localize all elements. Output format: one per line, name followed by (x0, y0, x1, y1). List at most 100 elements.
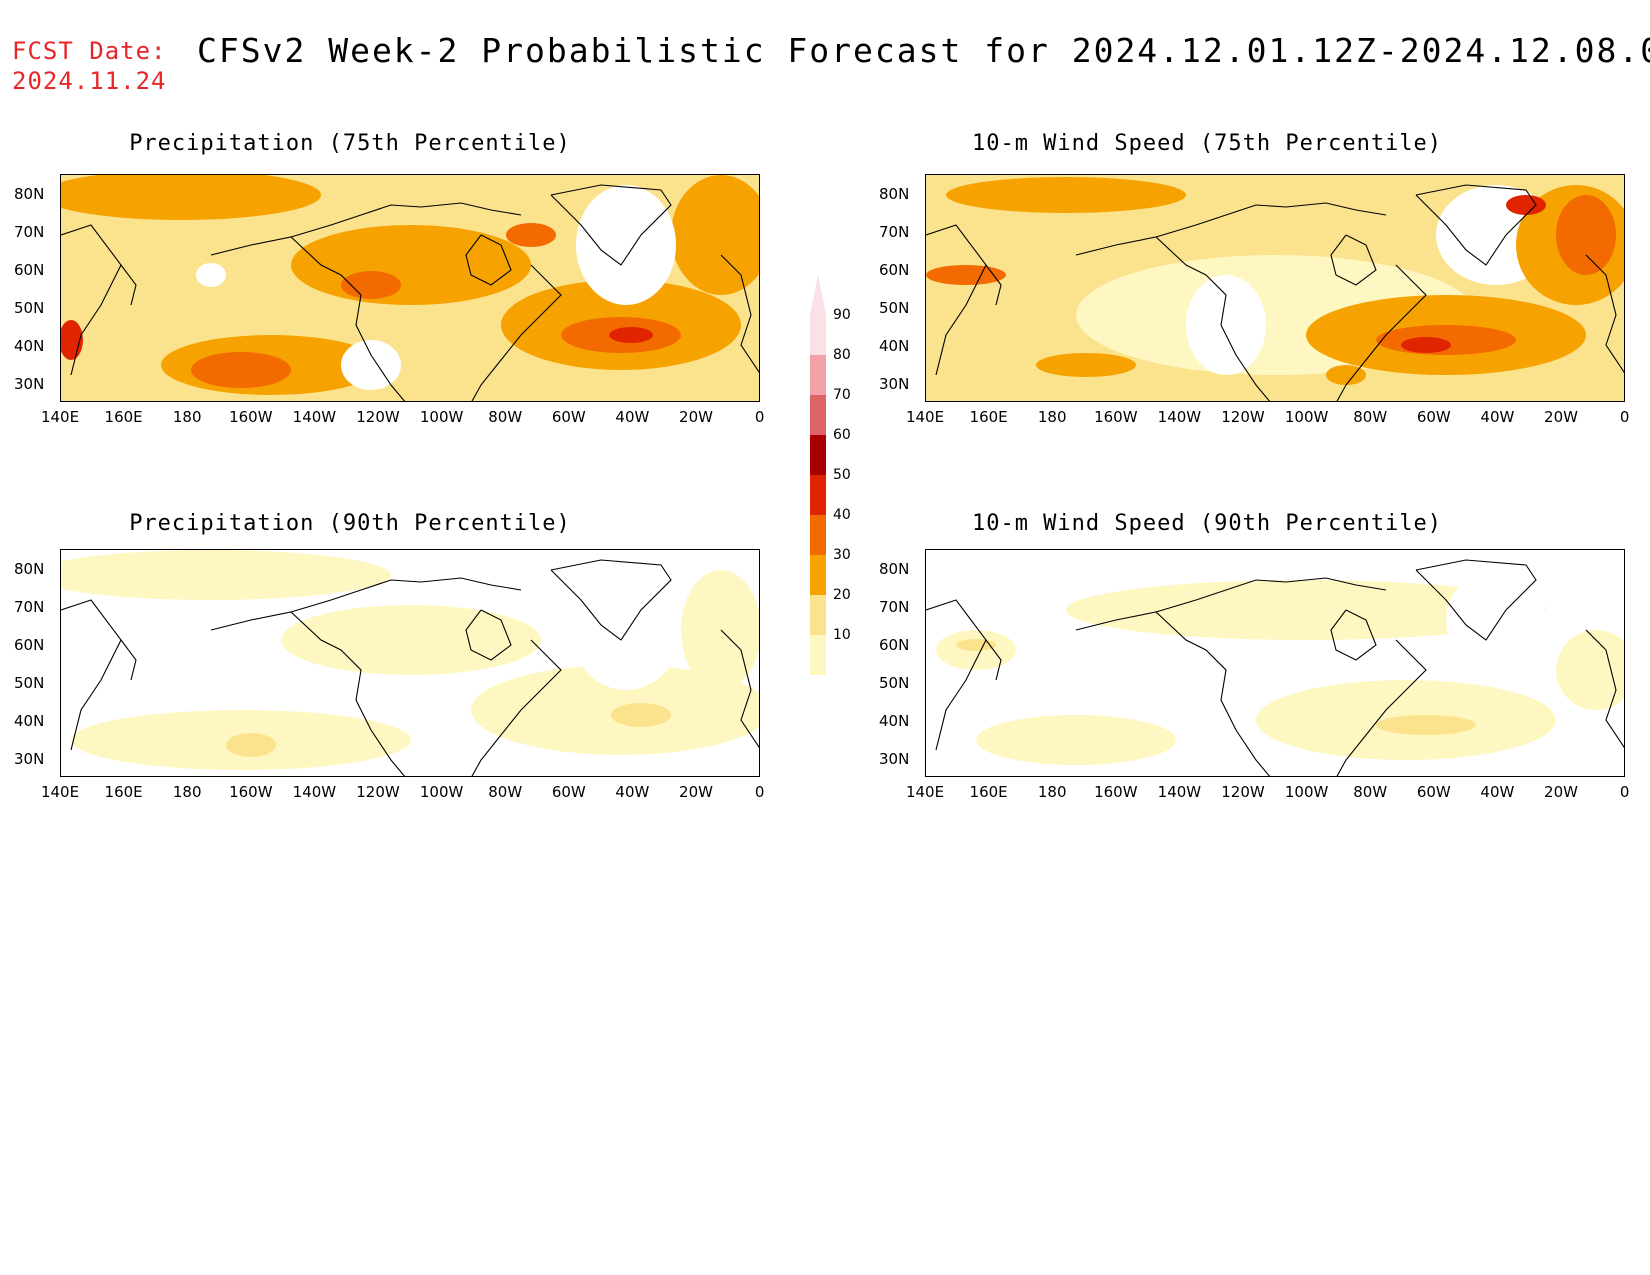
coastline (1585, 629, 1624, 748)
probability-area (61, 175, 321, 220)
probability-area (681, 570, 759, 690)
colorbar-swatch (810, 635, 826, 675)
probability-area (1556, 630, 1624, 710)
lat-tick-label: 30N (879, 750, 910, 768)
lon-tick-label: 60W (1416, 783, 1451, 801)
probability-area (1401, 337, 1451, 353)
lon-tick-label: 60W (551, 408, 586, 426)
lat-tick-label: 80N (879, 560, 910, 578)
lat-tick-label: 70N (879, 223, 910, 241)
probability-area (956, 639, 996, 651)
probability-area (671, 175, 759, 295)
probability-area (1506, 195, 1546, 215)
panel-title-wind-90: 10-m Wind Speed (90th Percentile) (971, 511, 1443, 536)
lat-tick-label: 70N (879, 598, 910, 616)
lat-tick-label: 40N (14, 712, 45, 730)
lon-tick-label: 160E (104, 783, 143, 801)
coastline (290, 577, 522, 613)
forecast-date-label: FCST Date: (12, 37, 167, 65)
coastline (1585, 254, 1624, 373)
lon-tick-label: 160E (969, 783, 1008, 801)
colorbar-swatch (810, 435, 826, 475)
lon-tick-label: 20W (679, 783, 713, 801)
lat-tick-label: 40N (14, 337, 45, 355)
lon-tick-label: 120W (356, 783, 400, 801)
coastline (1415, 559, 1537, 641)
coastline (1330, 234, 1377, 286)
lon-tick-label: 100W (1284, 783, 1329, 801)
panel-title-precip-90: Precipitation (90th Percentile) (129, 511, 571, 536)
coastline (550, 559, 672, 641)
lon-tick-label: 160W (229, 408, 273, 426)
lon-tick-label: 0 (754, 408, 765, 426)
probability-area (1036, 353, 1136, 377)
lon-tick-label: 80W (488, 783, 523, 801)
colorbar-label: 90 (833, 307, 851, 323)
probability-area (576, 185, 676, 305)
panel-title-precip-75: Precipitation (75th Percentile) (129, 131, 571, 156)
lat-tick-label: 30N (14, 750, 45, 768)
lat-tick-label: 50N (14, 299, 45, 317)
lon-tick-label: 80W (1353, 408, 1388, 426)
lon-tick-label: 40W (1480, 408, 1515, 426)
probability-area (926, 265, 1006, 285)
coastline (471, 639, 562, 776)
lon-tick-label: 160E (104, 408, 143, 426)
coastline (1075, 611, 1271, 776)
lon-tick-label: 80W (1353, 783, 1388, 801)
lat-tick-label: 80N (879, 185, 910, 203)
lon-tick-label: 140W (292, 783, 337, 801)
colorbar-swatch (810, 555, 826, 595)
lon-tick-label: 180 (172, 408, 202, 426)
coastline (120, 639, 137, 681)
lon-tick-label: 140W (1157, 408, 1202, 426)
lon-tick-label: 140E (905, 783, 945, 801)
lat-tick-label: 80N (14, 185, 45, 203)
colorbar-swatch (810, 475, 826, 515)
lon-tick-label: 100W (419, 408, 464, 426)
lon-tick-label: 140W (292, 408, 337, 426)
probability-area (291, 225, 531, 305)
colorbar-label: 30 (833, 547, 851, 563)
lat-tick-label: 80N (14, 560, 45, 578)
coastline (550, 184, 672, 266)
probability-area (1186, 275, 1266, 375)
coastline (1415, 184, 1537, 266)
coastline (471, 264, 562, 401)
probability-area (191, 352, 291, 388)
lon-tick-label: 40W (615, 783, 650, 801)
coastline (210, 236, 406, 401)
probability-area (196, 263, 226, 287)
colorbar-label: 40 (833, 507, 851, 523)
map-wind-75 (925, 174, 1625, 402)
coastline (61, 224, 122, 376)
coastline (210, 611, 406, 776)
colorbar-label: 70 (833, 387, 851, 403)
map-wind-90 (925, 549, 1625, 777)
lon-tick-label: 140E (40, 783, 80, 801)
lat-tick-label: 60N (879, 636, 910, 654)
lat-tick-label: 70N (14, 223, 45, 241)
probability-area (946, 177, 1186, 213)
colorbar-label: 20 (833, 587, 851, 603)
lon-tick-label: 0 (754, 783, 765, 801)
lon-tick-label: 0 (1619, 408, 1630, 426)
lon-tick-label: 100W (1284, 408, 1329, 426)
coastline (1330, 609, 1377, 661)
probability-area (61, 550, 391, 600)
probability-area (571, 570, 681, 690)
lon-tick-label: 180 (1037, 783, 1067, 801)
lon-tick-label: 180 (172, 783, 202, 801)
colorbar-label: 60 (833, 427, 851, 443)
probability-area (281, 605, 541, 675)
probability-area (506, 223, 556, 247)
lat-tick-label: 60N (879, 261, 910, 279)
coastline (720, 629, 759, 748)
lon-tick-label: 160W (229, 783, 273, 801)
colorbar (810, 275, 826, 675)
coastline (1075, 236, 1271, 401)
coastline (290, 202, 522, 238)
lon-tick-label: 160W (1094, 408, 1138, 426)
map-precip-90 (60, 549, 760, 777)
probability-area (1066, 580, 1546, 640)
